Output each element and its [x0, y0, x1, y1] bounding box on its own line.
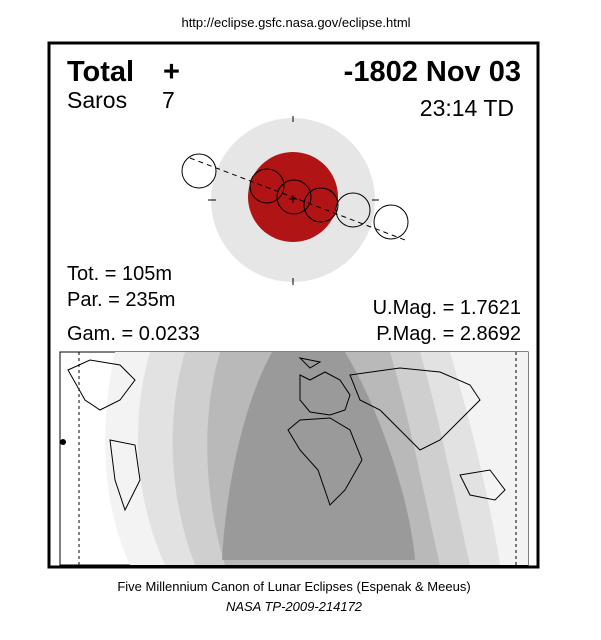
- moon-position: [60, 439, 66, 445]
- saros-number: 7: [162, 87, 175, 113]
- moon: [373, 204, 409, 240]
- total-duration: Tot. = 105m: [67, 263, 172, 285]
- footer-title: Five Millennium Canon of Lunar Eclipses …: [117, 579, 470, 594]
- url: http://eclipse.gsfc.nasa.gov/eclipse.htm…: [181, 15, 410, 30]
- footer-reference: NASA TP-2009-214172: [226, 599, 363, 614]
- eclipse-geometry: [181, 116, 409, 285]
- penumbral-magnitude: P.Mag. = 2.8692: [376, 323, 521, 345]
- moon: [181, 153, 217, 189]
- coastlines: [67, 357, 506, 512]
- umbral-zone: [222, 352, 415, 560]
- partial-duration: Par. = 235m: [67, 289, 175, 311]
- type-symbol: +: [163, 56, 180, 88]
- moon: [249, 168, 285, 204]
- umbral-magnitude: U.Mag. = 1.7621: [373, 297, 521, 319]
- gamma: Gam. = 0.0233: [67, 323, 200, 345]
- moon: [335, 192, 371, 228]
- date: -1802 Nov 03: [344, 56, 521, 88]
- time: 23:14 TD: [420, 95, 514, 121]
- moon: [276, 179, 312, 215]
- saros-label: Saros: [67, 87, 127, 113]
- moon: [303, 187, 339, 223]
- eclipse-type: Total: [67, 56, 134, 88]
- visibility-map: [59, 351, 529, 566]
- moon-path: [189, 157, 406, 241]
